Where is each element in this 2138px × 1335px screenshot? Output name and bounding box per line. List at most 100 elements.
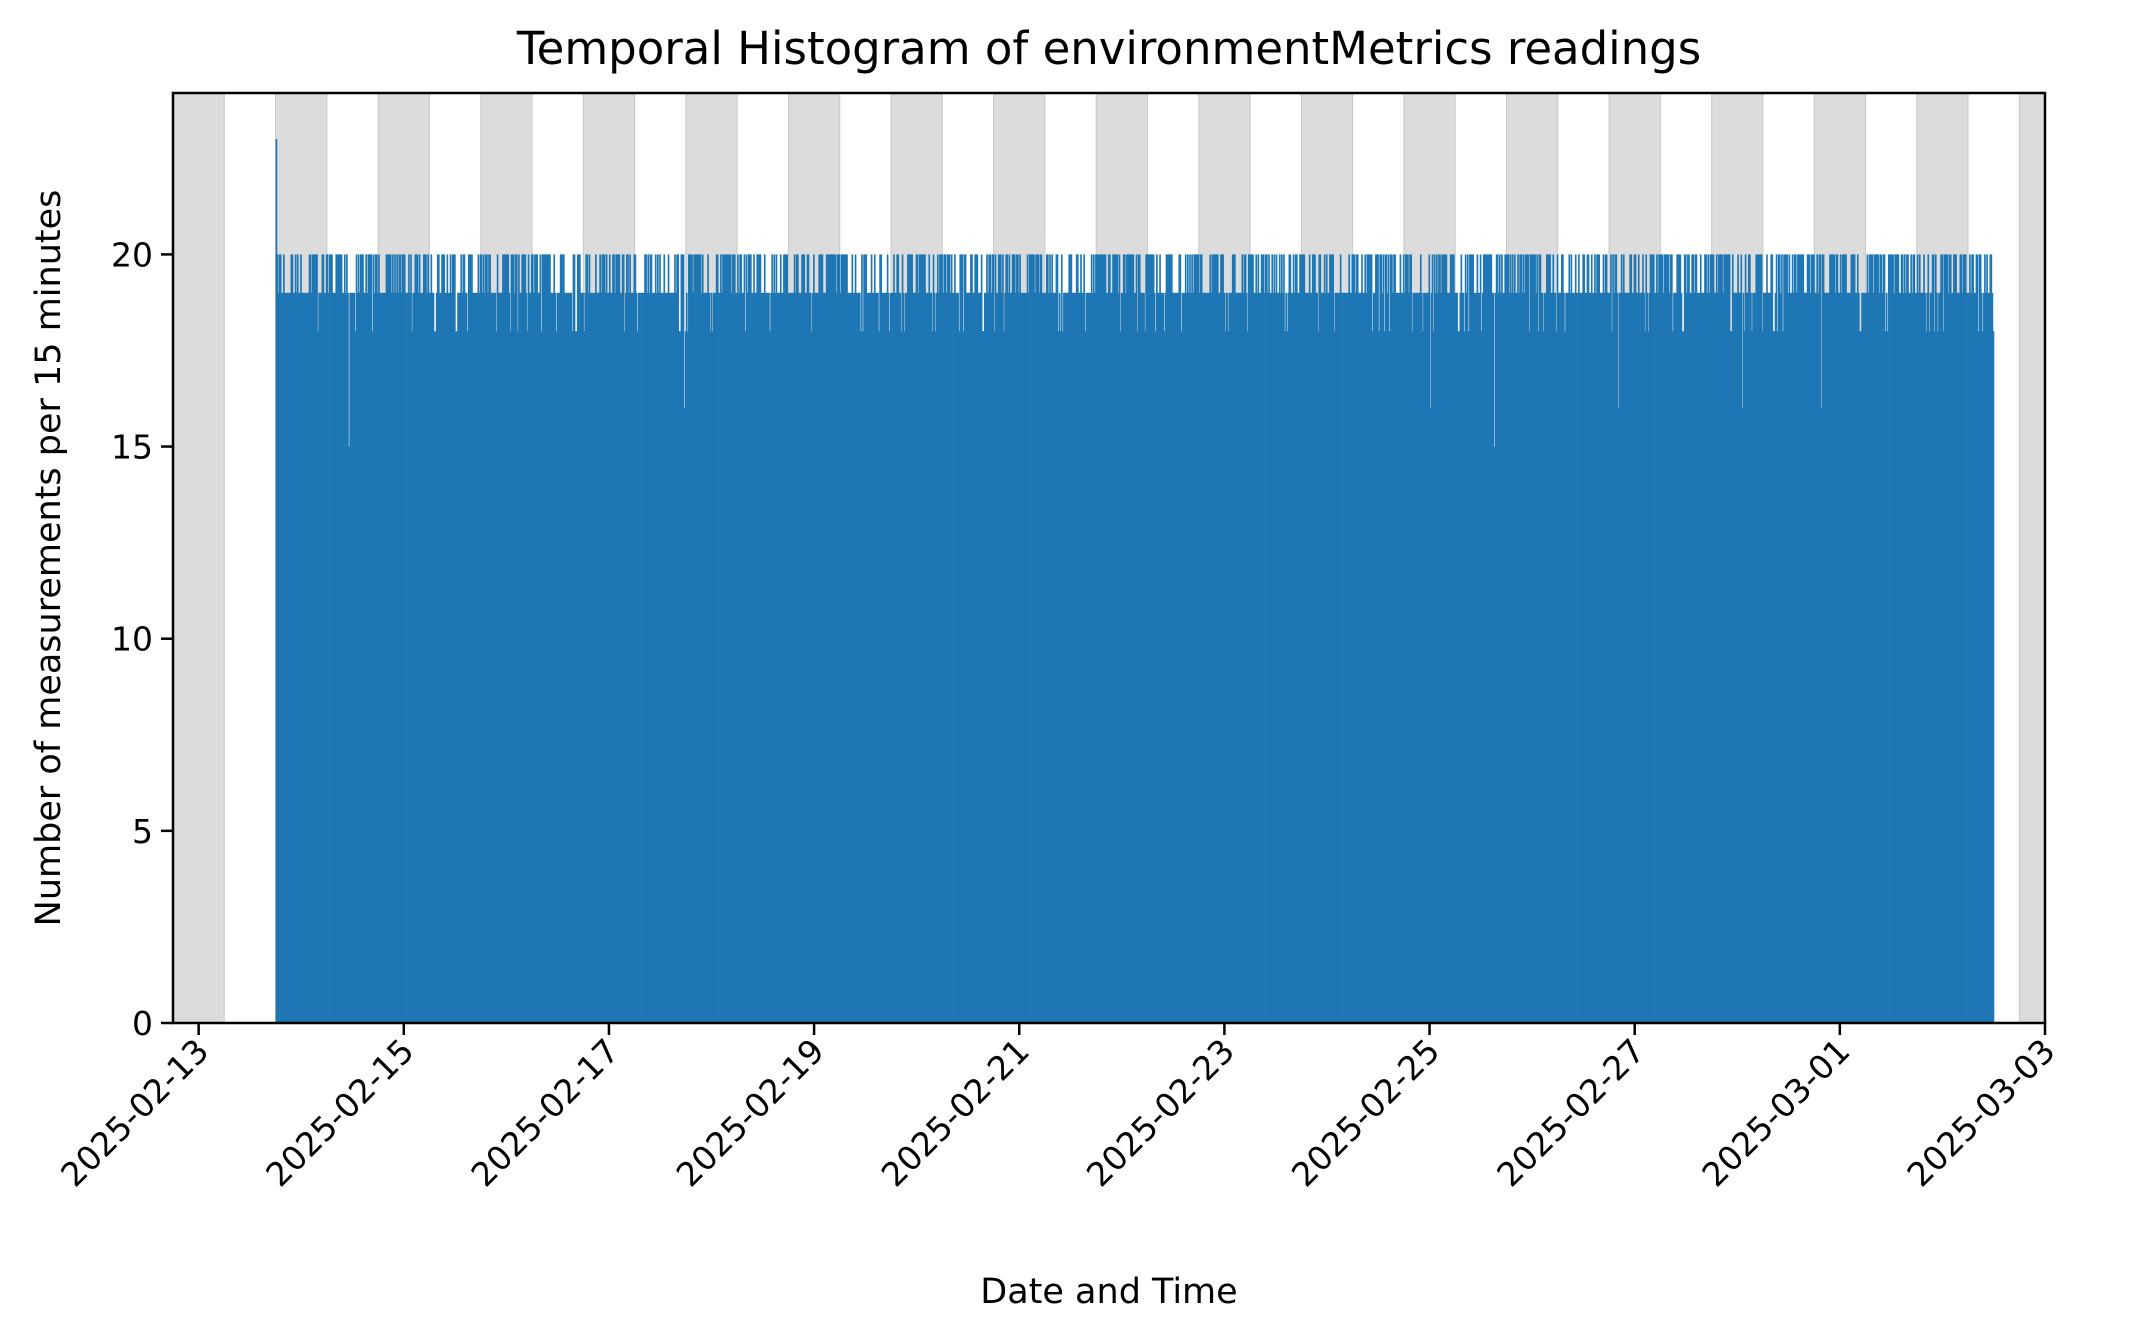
histogram-bar — [917, 292, 920, 1023]
histogram-bar — [1781, 254, 1783, 1023]
histogram-bar — [1889, 254, 1891, 1023]
histogram-bar — [1226, 292, 1229, 1023]
histogram-bar — [525, 292, 528, 1023]
histogram-bar — [544, 254, 547, 1023]
histogram-bar — [949, 292, 952, 1023]
histogram-bar — [393, 292, 395, 1023]
histogram-bar — [869, 292, 872, 1023]
histogram-bar — [450, 292, 453, 1023]
histogram-bar — [386, 254, 389, 1023]
histogram-bar — [514, 254, 517, 1023]
histogram-bar — [435, 292, 438, 1023]
histogram-bar — [810, 331, 813, 1023]
histogram-bar — [1952, 292, 1954, 1023]
histogram-bar — [1460, 254, 1463, 1023]
histogram-bar — [534, 254, 536, 1023]
histogram-bar — [1689, 292, 1691, 1023]
histogram-bar — [941, 254, 943, 1023]
histogram-bar — [1581, 292, 1583, 1023]
histogram-bar — [580, 292, 582, 1023]
histogram-bar — [1112, 254, 1114, 1023]
histogram-bar — [1890, 254, 1892, 1023]
histogram-bar — [599, 254, 601, 1023]
histogram-bar — [1600, 292, 1603, 1023]
histogram-bar — [278, 254, 281, 1023]
histogram-bar — [1917, 292, 1920, 1023]
histogram-bar — [1192, 292, 1195, 1023]
histogram-bar — [397, 292, 400, 1023]
histogram-bar — [1338, 292, 1341, 1023]
histogram-bar — [967, 292, 970, 1023]
histogram-bar — [1333, 331, 1336, 1023]
histogram-bar — [1488, 254, 1490, 1023]
histogram-bar — [1479, 254, 1482, 1023]
histogram-bar — [1150, 254, 1153, 1023]
histogram-bar — [1549, 254, 1551, 1023]
histogram-bar — [1819, 254, 1822, 1023]
histogram-bar — [527, 254, 530, 1023]
histogram-bar — [1044, 292, 1047, 1023]
histogram-bar — [367, 254, 370, 1023]
histogram-bar — [1895, 254, 1898, 1023]
histogram-bar — [1020, 292, 1022, 1023]
histogram-bar — [713, 292, 716, 1023]
histogram-bar — [1003, 331, 1005, 1023]
histogram-bar — [1240, 292, 1243, 1023]
histogram-bar — [1433, 254, 1436, 1023]
histogram-bar — [817, 292, 819, 1023]
histogram-bar — [623, 331, 626, 1023]
histogram-bar — [990, 292, 993, 1023]
histogram-bar — [698, 254, 701, 1023]
histogram-bar — [1683, 254, 1686, 1023]
histogram-bar — [1881, 292, 1884, 1023]
histogram-bar — [1121, 292, 1124, 1023]
histogram-bar — [540, 331, 543, 1023]
histogram-bar — [369, 254, 372, 1023]
histogram-bar — [774, 292, 777, 1023]
histogram-bar — [1586, 254, 1589, 1023]
histogram-bar — [1089, 292, 1092, 1023]
histogram-bar — [772, 292, 775, 1023]
histogram-bar — [667, 254, 670, 1023]
histogram-bar — [1843, 254, 1845, 1023]
histogram-bar — [1528, 331, 1531, 1023]
histogram-bar — [777, 292, 780, 1023]
histogram-bar — [1253, 292, 1255, 1023]
histogram-bar — [1386, 292, 1389, 1023]
histogram-bar — [888, 331, 891, 1023]
histogram-bar — [779, 254, 782, 1023]
histogram-bar — [1039, 254, 1042, 1023]
histogram-bar — [497, 292, 500, 1023]
histogram-bar — [893, 254, 895, 1023]
histogram-bar — [1154, 331, 1157, 1023]
histogram-bar — [1796, 292, 1798, 1023]
histogram-bar — [1227, 331, 1230, 1023]
histogram-bar — [1125, 292, 1127, 1023]
histogram-bar — [365, 254, 367, 1023]
histogram-bar — [1468, 331, 1470, 1023]
histogram-bar — [317, 331, 319, 1023]
histogram-bar — [276, 254, 279, 1023]
histogram-bar — [1422, 331, 1424, 1023]
histogram-bar — [1626, 292, 1628, 1023]
histogram-bar — [298, 292, 300, 1023]
histogram-bar — [1105, 292, 1108, 1023]
histogram-bar — [1317, 331, 1320, 1023]
histogram-bar — [1723, 254, 1726, 1023]
histogram-bar — [1313, 254, 1315, 1023]
histogram-bar — [307, 292, 310, 1023]
histogram-bar — [1129, 254, 1131, 1023]
histogram-bar — [741, 292, 744, 1023]
histogram-bar — [1094, 292, 1096, 1023]
histogram-bar — [1423, 292, 1425, 1023]
histogram-bar — [1901, 254, 1904, 1023]
histogram-bar — [421, 292, 424, 1023]
histogram-bar — [553, 254, 556, 1023]
histogram-bar — [1947, 292, 1950, 1023]
histogram-bar — [1139, 292, 1142, 1023]
histogram-bar — [432, 292, 435, 1023]
histogram-bar — [647, 254, 650, 1023]
histogram-bar — [486, 254, 488, 1023]
histogram-bar — [1897, 254, 1900, 1023]
histogram-bar — [1658, 254, 1660, 1023]
